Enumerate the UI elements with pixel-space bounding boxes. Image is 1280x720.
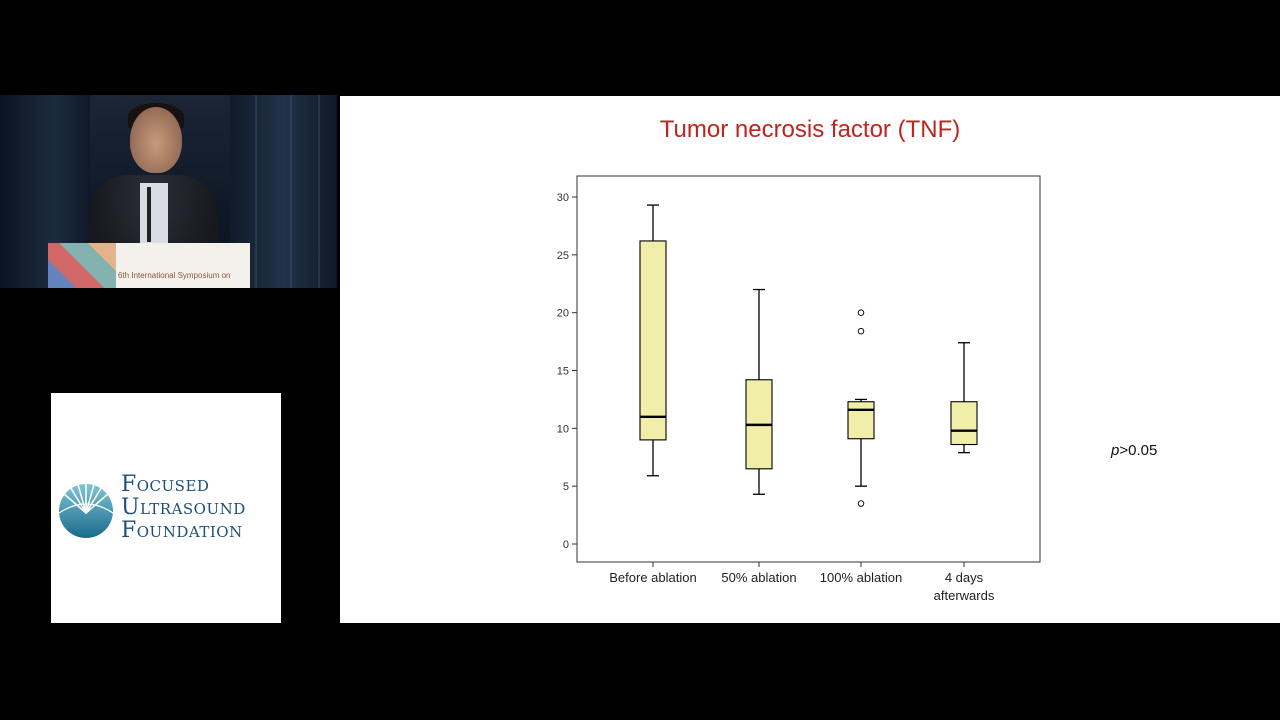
y-tick-label: 20 bbox=[557, 308, 569, 320]
y-tick-label: 30 bbox=[557, 192, 569, 204]
backdrop-stripe bbox=[318, 95, 320, 288]
plot-frame bbox=[576, 175, 1041, 563]
logo-line-3: Foundation bbox=[121, 518, 243, 543]
p-value-text: >0.05 bbox=[1119, 442, 1158, 459]
slide-title: Tumor necrosis factor (TNF) bbox=[659, 116, 961, 143]
y-tick-label: 0 bbox=[563, 539, 569, 551]
box-iqr bbox=[950, 401, 978, 446]
speaker-video: 6th International Symposium on bbox=[0, 95, 337, 288]
podium: 6th International Symposium on bbox=[48, 243, 250, 288]
backdrop-stripe bbox=[290, 95, 292, 288]
y-tick-label: 15 bbox=[557, 366, 569, 378]
p-value-annotation: p>0.05 bbox=[1111, 442, 1157, 459]
foundation-logo-text: Focused Ultrasound Foundation bbox=[121, 473, 246, 542]
x-category-label: 4 days bbox=[945, 570, 984, 585]
logo-line-1: Focused bbox=[121, 472, 210, 497]
x-category-label: Before ablation bbox=[609, 570, 696, 585]
foundation-logo-panel: Focused Ultrasound Foundation bbox=[51, 393, 281, 623]
y-tick-label: 5 bbox=[563, 481, 569, 493]
backdrop-stripe bbox=[255, 95, 257, 288]
presentation-slide: Tumor necrosis factor (TNF) 0 5 10 15 20 25 30… bbox=[340, 96, 1280, 623]
speaker-head bbox=[130, 107, 182, 173]
tnf-box-plot: 0 5 10 15 20 25 30 Before ablation 50% ablation 1… bbox=[557, 175, 1041, 603]
box-iqr bbox=[639, 240, 667, 441]
logo-line-2: Ultrasound bbox=[121, 495, 246, 520]
outlier-point bbox=[857, 327, 865, 335]
outlier-point bbox=[857, 500, 865, 507]
x-category-label: afterwards bbox=[934, 588, 995, 603]
y-tick-label: 25 bbox=[557, 250, 569, 262]
speaker-shirt bbox=[140, 183, 168, 243]
microphone-icon bbox=[147, 187, 151, 242]
p-value-italic: p bbox=[1111, 442, 1120, 459]
box-iqr bbox=[847, 401, 875, 440]
x-category-label: 100% ablation bbox=[820, 570, 902, 585]
podium-logo-art bbox=[48, 243, 116, 288]
outlier-point bbox=[857, 309, 865, 316]
x-category-label: 50% ablation bbox=[721, 570, 796, 585]
foundation-logo-icon bbox=[58, 478, 114, 538]
podium-text: 6th International Symposium on bbox=[118, 271, 231, 280]
y-tick-label: 10 bbox=[557, 423, 569, 435]
